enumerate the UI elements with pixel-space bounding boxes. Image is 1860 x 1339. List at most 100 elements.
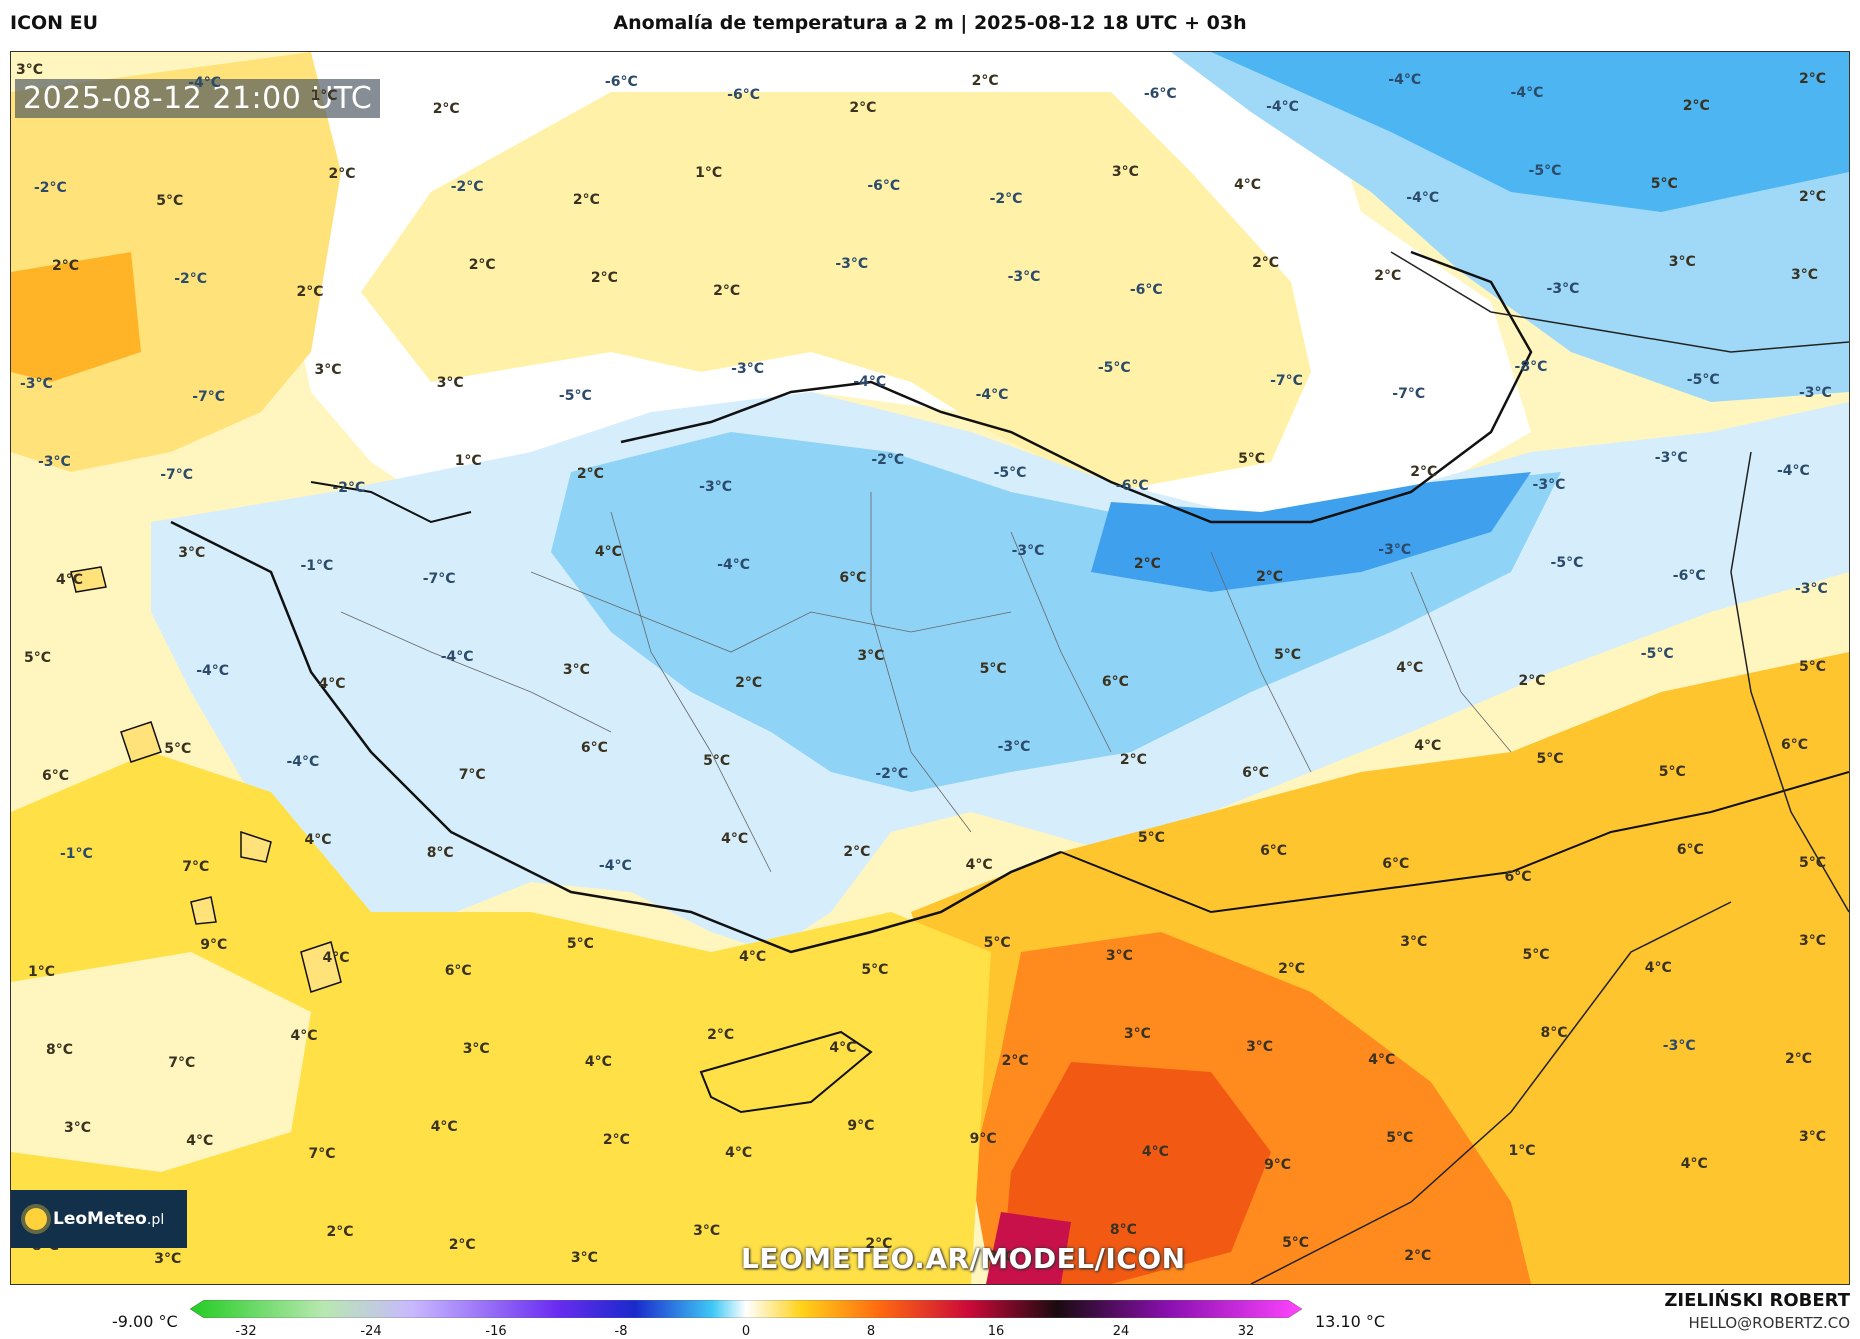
temperature-label: -3°C — [997, 739, 1031, 755]
temperature-label: 4°C — [322, 950, 350, 966]
south-coast — [170, 520, 1062, 954]
temperature-label: -2°C — [450, 179, 484, 195]
heat-extreme — [986, 1212, 1071, 1284]
temperature-label: 2°C — [1252, 255, 1280, 271]
black-sea-anomaly — [361, 92, 1311, 492]
temperature-label: 3°C — [462, 1041, 490, 1057]
temperature-label: -5°C — [1686, 372, 1720, 388]
temperature-label: -4°C — [717, 557, 750, 573]
temperature-label: -6°C — [1129, 282, 1163, 298]
temperature-label: -3°C — [1799, 385, 1832, 401]
temperature-label: 5°C — [156, 193, 184, 209]
temperature-label: 2°C — [468, 257, 496, 273]
temperature-label: 4°C — [965, 857, 993, 873]
temperature-label: 5°C — [1658, 764, 1686, 780]
temperature-label: 4°C — [1414, 738, 1442, 754]
temperature-label: 8°C — [46, 1042, 74, 1058]
temperature-label: 2°C — [296, 284, 324, 300]
temperature-label: -3°C — [1532, 477, 1566, 493]
temperature-label: -6°C — [1115, 478, 1149, 494]
temperature-label: 9°C — [847, 1118, 875, 1134]
anomaly-map[interactable]: 2025-08-12 21:00 UTC 3°C -4°C 1°C 2°C -6°C -6… — [10, 51, 1850, 1285]
temperature-label: -3°C — [731, 361, 764, 377]
temperature-label: 3°C — [1668, 254, 1696, 270]
temperature-label: 2°C — [1133, 556, 1161, 572]
temperature-label: 2°C — [572, 192, 600, 208]
temperature-label: -2°C — [875, 766, 909, 782]
temperature-label: -2°C — [34, 180, 67, 196]
temperature-label: 2°C — [1785, 1051, 1813, 1067]
temperature-label: 2°C — [1799, 71, 1827, 87]
temperature-label: 3°C — [64, 1120, 92, 1136]
temperature-label: 2°C — [713, 283, 741, 299]
temperature-label: 9°C — [200, 937, 228, 953]
border-iran — [1730, 451, 1849, 913]
colorbar-tick: -8 — [614, 1324, 628, 1339]
temperature-label: 4°C — [1680, 1156, 1708, 1172]
temperature-label: 4°C — [1141, 1144, 1169, 1160]
temperature-label: 4°C — [584, 1054, 612, 1070]
temperature-label: -6°C — [727, 87, 760, 103]
author-email[interactable]: HELLO@ROBERTZ.CO — [1688, 1314, 1850, 1332]
temperature-label: 3°C — [570, 1250, 598, 1266]
temperature-label: -5°C — [1640, 646, 1674, 662]
south-aegean — [11, 952, 311, 1172]
temperature-label: 3°C — [1123, 1026, 1151, 1042]
temperature-label: 2°C — [1404, 1248, 1432, 1264]
temperature-label: 5°C — [164, 741, 192, 757]
temperature-label: -3°C — [1378, 542, 1412, 558]
temperature-label: 2°C — [576, 466, 604, 482]
temperature-label: -8°C — [1514, 359, 1548, 375]
temperature-label: 2°C — [1119, 752, 1147, 768]
temperature-label: 2°C — [1256, 569, 1284, 585]
temperature-label: -3°C — [699, 479, 732, 495]
cyprus — [699, 1030, 873, 1114]
temperature-label: 6°C — [1781, 737, 1809, 753]
temperature-label: 1°C — [310, 88, 338, 104]
temperature-label: 3°C — [1791, 267, 1819, 283]
valid-time-badge: 2025-08-12 21:00 UTC — [15, 79, 381, 118]
temperature-label: 2°C — [971, 73, 999, 89]
temperature-label: -4°C — [188, 75, 222, 91]
temperature-label: 7°C — [182, 859, 210, 875]
temperature-label: -4°C — [853, 374, 887, 390]
colorbar-tick: -24 — [360, 1324, 382, 1339]
colorbar-tick: 0 — [741, 1324, 751, 1339]
temperature-label: -4°C — [1266, 99, 1299, 115]
temperature-label: 4°C — [318, 676, 346, 692]
cold-north-east-core — [1211, 52, 1849, 212]
colorbar-tick: 24 — [1112, 1324, 1130, 1339]
temperature-label: 2°C — [1682, 98, 1710, 114]
temperature-label: -3°C — [1546, 281, 1580, 297]
temperature-label: 2°C — [843, 844, 871, 860]
temperature-label: -2°C — [871, 452, 905, 468]
temperature-label: -2°C — [174, 271, 208, 287]
temperature-label: -4°C — [286, 754, 320, 770]
temperature-label: 5°C — [1282, 1235, 1310, 1251]
temperature-label: 2°C — [707, 1027, 735, 1043]
temperature-label: 4°C — [290, 1028, 318, 1044]
colorbar-tick: 16 — [987, 1324, 1005, 1339]
temperature-label: 5°C — [1238, 451, 1266, 467]
temperature-label: -4°C — [1777, 463, 1810, 479]
temperature-label: 3°C — [178, 545, 206, 561]
temperature-label: 6°C — [1382, 856, 1410, 872]
temperature-label: 2°C — [432, 101, 460, 117]
temperature-label: 2°C — [602, 1132, 630, 1148]
website-link[interactable]: LEOMETEO.AR/MODEL/ICON — [741, 1242, 1186, 1275]
temperature-label: -3°C — [1654, 450, 1688, 466]
temperature-label: 4°C — [829, 1040, 857, 1056]
temperature-label: 2°C — [52, 258, 80, 274]
temperature-label: -4°C — [598, 858, 632, 874]
temperature-label: -5°C — [1528, 163, 1562, 179]
temperature-label: 3°C — [1799, 933, 1827, 949]
map-title: Anomalía de temperatura a 2 m | 2025-08-… — [613, 12, 1247, 34]
temperature-label: -3°C — [1662, 1038, 1696, 1054]
temperature-label: 3°C — [154, 1251, 182, 1267]
border-iraq — [1250, 901, 1732, 1284]
black-sea-coast — [620, 250, 1533, 524]
temperature-label: -4°C — [440, 649, 474, 665]
temperature-label: 3°C — [16, 62, 44, 78]
temperature-label: 5°C — [1799, 659, 1827, 675]
temperature-label: 5°C — [1536, 751, 1564, 767]
